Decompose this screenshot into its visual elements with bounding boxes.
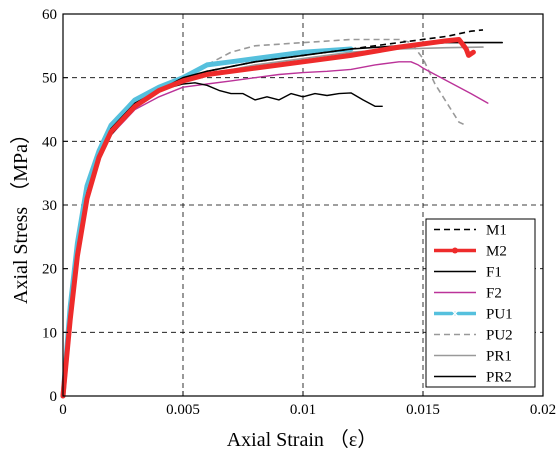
series-line-pr1 <box>62 46 484 397</box>
y-tick-label: 40 <box>42 134 57 150</box>
series-line-m1 <box>62 29 484 397</box>
y-tick-label: 60 <box>42 7 57 23</box>
legend: M1 M2 F1 F2 PU1 PU2 PR1 PR2 <box>425 218 536 388</box>
legend-label-pu1: PU1 <box>486 307 513 323</box>
y-tick-label: 10 <box>42 325 57 341</box>
legend-label-pu2: PU2 <box>486 328 513 344</box>
legend-marker-pu1 <box>451 310 459 317</box>
x-axis-title: Axial Strain （ε） <box>227 428 378 451</box>
legend-label-m1: M1 <box>486 223 507 239</box>
series-line-pu2 <box>62 38 467 397</box>
x-tick-label: 0.015 <box>406 402 440 418</box>
legend-label-pr1: PR1 <box>486 349 512 365</box>
legend-box <box>425 218 536 388</box>
legend-label-m2: M2 <box>486 244 507 260</box>
x-tick-label: 0.02 <box>530 402 556 418</box>
y-tick-label: 30 <box>42 198 57 214</box>
series-line-pu1 <box>60 46 354 399</box>
ticks: 0 0.005 0.01 0.015 0.02 0 10 20 30 40 50 60 <box>42 7 556 418</box>
y-tick-label: 50 <box>42 71 57 87</box>
x-tick-label: 0.01 <box>290 402 316 418</box>
y-tick-label: 20 <box>42 262 57 278</box>
legend-marker-m2 <box>452 247 458 254</box>
series-line-m2 <box>60 37 476 399</box>
y-axis-title: Axial Stress （MPa） <box>9 124 32 304</box>
legend-label-f2: F2 <box>486 286 502 302</box>
legend-label-f1: F1 <box>486 265 502 281</box>
y-tick-label: 0 <box>50 389 58 405</box>
series-lines <box>60 29 503 399</box>
legend-label-pr2: PR2 <box>486 370 512 386</box>
x-tick-label: 0.005 <box>166 402 200 418</box>
x-tick-label: 0 <box>59 402 67 418</box>
